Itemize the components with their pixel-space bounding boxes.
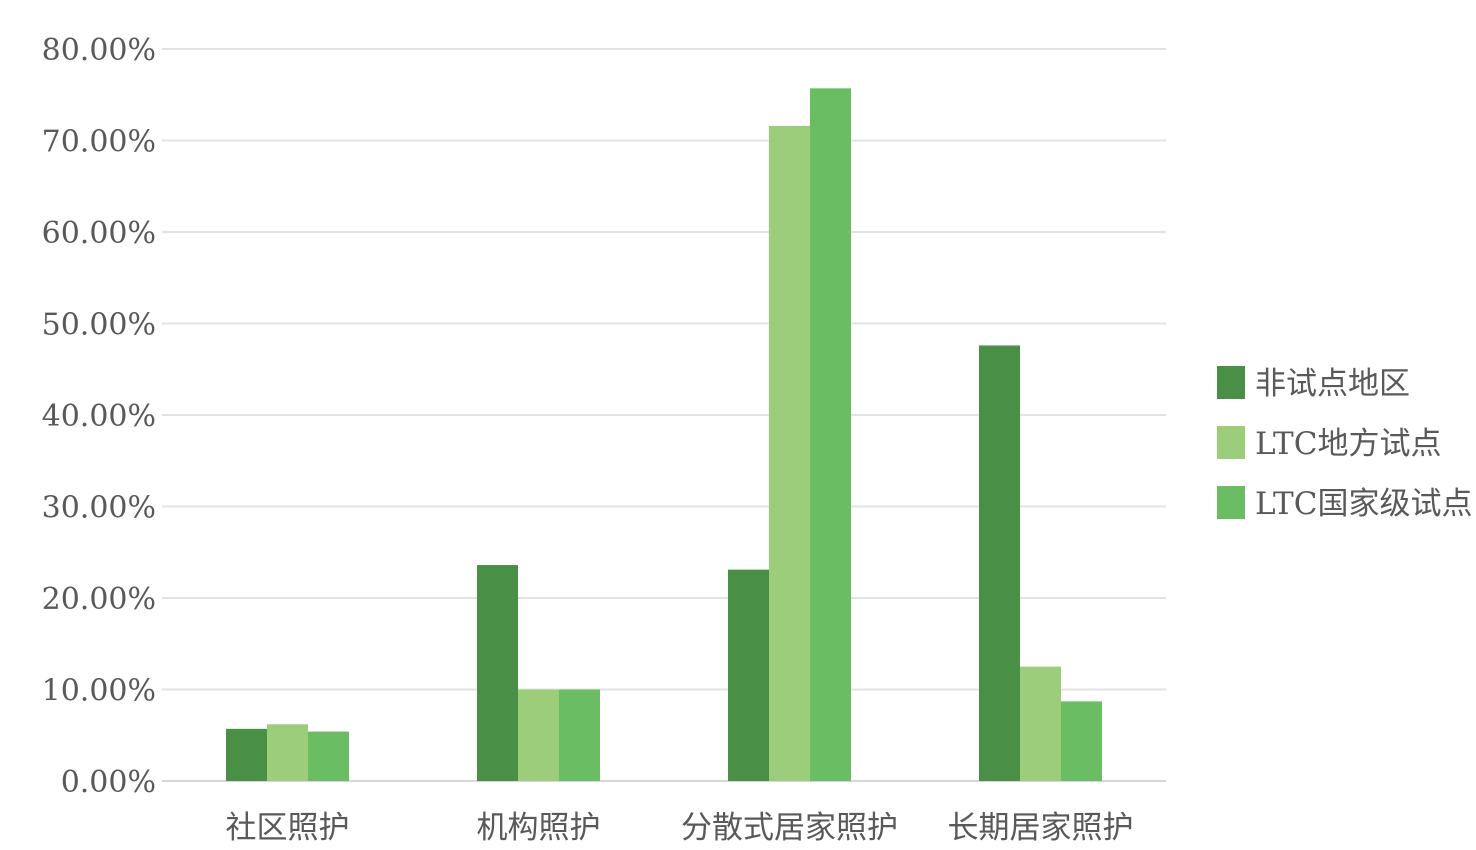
bar bbox=[267, 724, 308, 781]
bar bbox=[1020, 666, 1061, 781]
legend-swatch bbox=[1217, 366, 1245, 399]
x-category-label: 分散式居家照护 bbox=[681, 810, 898, 846]
legend-label: LTC国家级试点 bbox=[1255, 486, 1472, 522]
bar bbox=[226, 728, 267, 781]
legend-label: LTC地方试点 bbox=[1255, 426, 1441, 462]
y-tick-label: 10.00% bbox=[42, 674, 156, 709]
y-tick-label: 30.00% bbox=[42, 491, 156, 526]
legend-swatch bbox=[1217, 426, 1245, 459]
y-tick-label: 0.00% bbox=[61, 765, 156, 800]
y-tick-label: 20.00% bbox=[42, 582, 156, 617]
bars bbox=[226, 88, 1102, 782]
bar bbox=[728, 569, 769, 781]
bar bbox=[477, 565, 518, 781]
y-tick-label: 70.00% bbox=[42, 125, 156, 160]
bar bbox=[769, 125, 810, 782]
bar bbox=[308, 731, 349, 781]
bar bbox=[518, 689, 559, 781]
x-category-label: 机构照护 bbox=[477, 810, 601, 846]
bar bbox=[1061, 701, 1102, 781]
bar bbox=[979, 345, 1020, 781]
y-tick-label: 50.00% bbox=[42, 308, 156, 343]
x-category-label: 社区照护 bbox=[226, 810, 350, 846]
x-category-label: 长期居家照护 bbox=[948, 810, 1134, 846]
y-tick-label: 80.00% bbox=[42, 33, 156, 68]
y-tick-label: 60.00% bbox=[42, 216, 156, 251]
y-tick-label: 40.00% bbox=[42, 399, 156, 434]
bar bbox=[810, 88, 851, 782]
x-axis-labels: 社区照护 机构照护 分散式居家照护 长期居家照护 bbox=[226, 810, 1134, 846]
legend-swatch bbox=[1217, 486, 1245, 519]
legend-label: 非试点地区 bbox=[1255, 366, 1410, 402]
gridlines bbox=[162, 48, 1166, 782]
y-axis-ticks: 0.00% 10.00% 20.00% 30.00% 40.00% 50.00% 60.00… bbox=[42, 33, 156, 800]
bar bbox=[559, 689, 600, 781]
legend: 非试点地区 LTC地方试点 LTC国家级试点 bbox=[1217, 366, 1472, 522]
